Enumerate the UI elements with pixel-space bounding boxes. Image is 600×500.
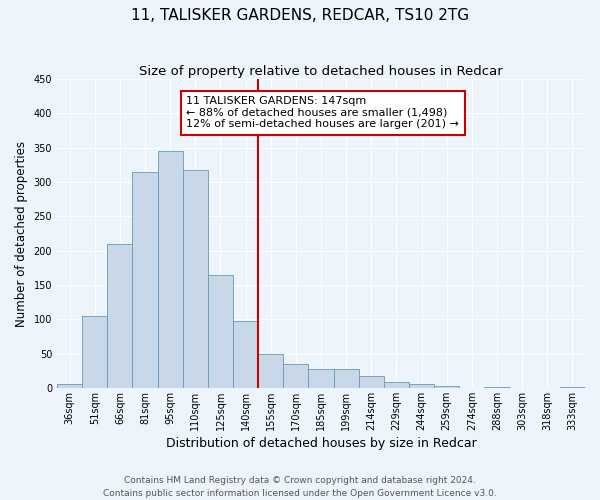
Bar	[107, 244, 133, 388]
Bar	[82, 316, 107, 388]
Bar	[158, 151, 183, 388]
Y-axis label: Number of detached properties: Number of detached properties	[15, 140, 28, 326]
Title: Size of property relative to detached houses in Redcar: Size of property relative to detached ho…	[139, 65, 503, 78]
Bar	[208, 274, 233, 388]
Bar	[334, 368, 359, 388]
Text: Contains HM Land Registry data © Crown copyright and database right 2024.
Contai: Contains HM Land Registry data © Crown c…	[103, 476, 497, 498]
Bar	[484, 387, 509, 388]
Bar	[233, 322, 258, 388]
Bar	[384, 382, 409, 388]
Bar	[133, 172, 158, 388]
Bar	[57, 384, 82, 388]
Text: 11, TALISKER GARDENS, REDCAR, TS10 2TG: 11, TALISKER GARDENS, REDCAR, TS10 2TG	[131, 8, 469, 22]
Bar	[258, 354, 283, 388]
Bar	[283, 364, 308, 388]
Text: 11 TALISKER GARDENS: 147sqm
← 88% of detached houses are smaller (1,498)
12% of : 11 TALISKER GARDENS: 147sqm ← 88% of det…	[187, 96, 459, 130]
X-axis label: Distribution of detached houses by size in Redcar: Distribution of detached houses by size …	[166, 437, 476, 450]
Bar	[409, 384, 434, 388]
Bar	[183, 170, 208, 388]
Bar	[434, 386, 459, 388]
Bar	[359, 376, 384, 388]
Bar	[308, 368, 334, 388]
Bar	[560, 387, 585, 388]
